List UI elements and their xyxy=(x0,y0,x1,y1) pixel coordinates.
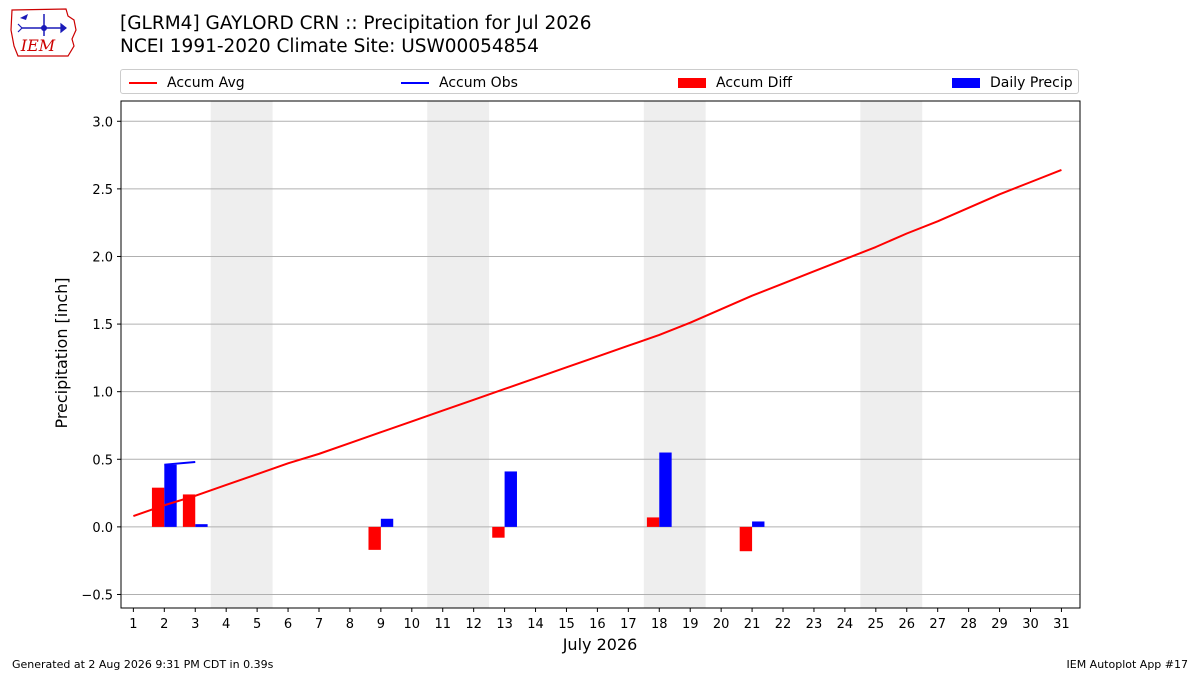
bars xyxy=(151,452,765,552)
footer-app-text: IEM Autoplot App #17 xyxy=(1066,658,1189,671)
weekend-band-2 xyxy=(643,101,706,608)
x-tick-label: 25 xyxy=(868,617,885,632)
x-tick-label: 15 xyxy=(558,617,575,632)
x-tick-label: 1 xyxy=(129,617,137,632)
x-tick-label: 13 xyxy=(496,617,513,632)
y-tick-label: 1.0 xyxy=(92,386,113,401)
legend-item-daily-precip: Daily Precip xyxy=(952,70,1073,95)
x-tick-label: 20 xyxy=(713,617,730,632)
x-tick-label: 29 xyxy=(991,617,1008,632)
x-tick-label: 30 xyxy=(1022,617,1039,632)
x-tick-label: 16 xyxy=(589,617,606,632)
bar-accum-diff xyxy=(368,526,381,550)
x-tick-label: 21 xyxy=(744,617,761,632)
legend-label-accum-obs: Accum Obs xyxy=(439,74,518,91)
x-tick-label: 27 xyxy=(929,617,946,632)
x-tick-label: 3 xyxy=(191,617,199,632)
weekend-band-1 xyxy=(427,101,490,608)
y-tick-label: 2.5 xyxy=(92,183,113,198)
x-tick-label: 9 xyxy=(377,617,385,632)
x-tick-label: 31 xyxy=(1053,617,1070,632)
x-tick-label: 28 xyxy=(960,617,977,632)
iem-logo-icon: IEM xyxy=(10,8,77,57)
y-tick-label: 1.5 xyxy=(92,318,113,333)
x-axis-label: July 2026 xyxy=(562,635,638,654)
axis-ticks: −0.50.00.51.01.52.02.53.01 2 3 4 5 6 7 8 9 10 11 12… xyxy=(81,115,1069,632)
bar-daily-precip xyxy=(195,524,208,527)
chart-legend: Accum Avg Accum Obs Accum Diff Daily Pre… xyxy=(120,69,1079,94)
weekend-shading xyxy=(210,101,923,608)
legend-swatch-accum-diff xyxy=(678,77,706,88)
bar-daily-precip xyxy=(380,518,394,527)
bar-accum-diff xyxy=(182,494,196,527)
legend-swatch-accum-avg xyxy=(129,81,157,84)
x-tick-label: 22 xyxy=(775,617,792,632)
x-tick-label: 24 xyxy=(837,617,854,632)
bar-daily-precip xyxy=(164,464,177,527)
y-tick-label: 0.5 xyxy=(92,453,113,468)
bar-daily-precip xyxy=(659,452,672,527)
line-accum-avg xyxy=(133,169,1062,518)
x-tick-label: 14 xyxy=(527,617,544,632)
legend-label-accum-diff: Accum Diff xyxy=(716,74,793,91)
x-tick-label: 4 xyxy=(222,617,230,632)
legend-item-accum-avg: Accum Avg xyxy=(129,70,245,95)
y-tick-label: 2.0 xyxy=(92,250,113,265)
x-tick-label: 17 xyxy=(620,617,637,632)
y-tick-label: 3.0 xyxy=(92,115,113,130)
legend-item-accum-diff: Accum Diff xyxy=(678,70,792,95)
x-tick-label: 26 xyxy=(898,617,915,632)
legend-swatch-accum-obs xyxy=(401,81,429,84)
logo-text: IEM xyxy=(20,36,56,55)
legend-label-daily-precip: Daily Precip xyxy=(990,74,1073,91)
bar-accum-diff xyxy=(739,526,753,552)
weekend-band-3 xyxy=(860,101,923,608)
bar-daily-precip xyxy=(504,471,517,527)
plot-frame xyxy=(120,100,1081,609)
x-tick-label: 8 xyxy=(346,617,354,632)
x-tick-label: 19 xyxy=(682,617,699,632)
bar-daily-precip xyxy=(752,521,765,527)
y-tick-label: −0.5 xyxy=(81,588,113,603)
chart-title: [GLRM4] GAYLORD CRN :: Precipitation for… xyxy=(120,12,592,58)
lines xyxy=(133,169,1062,518)
bar-accum-diff xyxy=(646,517,660,527)
legend-item-accum-obs: Accum Obs xyxy=(401,70,518,95)
line-accum-obs xyxy=(164,460,196,466)
chart-title-line1: [GLRM4] GAYLORD CRN :: Precipitation for… xyxy=(120,13,592,34)
x-tick-label: 23 xyxy=(806,617,823,632)
x-tick-label: 2 xyxy=(160,617,168,632)
x-tick-label: 18 xyxy=(651,617,668,632)
y-gridlines xyxy=(121,120,1080,595)
footer-generated-text: Generated at 2 Aug 2026 9:31 PM CDT in 0… xyxy=(12,658,274,671)
weekend-band-0 xyxy=(210,101,273,608)
chart-title-line2: NCEI 1991-2020 Climate Site: USW00054854 xyxy=(120,36,539,57)
x-tick-label: 7 xyxy=(315,617,323,632)
x-tick-label: 5 xyxy=(253,617,261,632)
y-axis-label: Precipitation [inch] xyxy=(52,277,71,428)
legend-label-accum-avg: Accum Avg xyxy=(167,74,245,91)
x-tick-label: 10 xyxy=(404,617,421,632)
legend-swatch-daily-precip xyxy=(952,77,980,88)
x-tick-label: 12 xyxy=(465,617,482,632)
y-tick-label: 0.0 xyxy=(92,521,113,536)
x-tick-label: 6 xyxy=(284,617,292,632)
bar-accum-diff xyxy=(492,526,505,538)
x-tick-label: 11 xyxy=(434,617,451,632)
